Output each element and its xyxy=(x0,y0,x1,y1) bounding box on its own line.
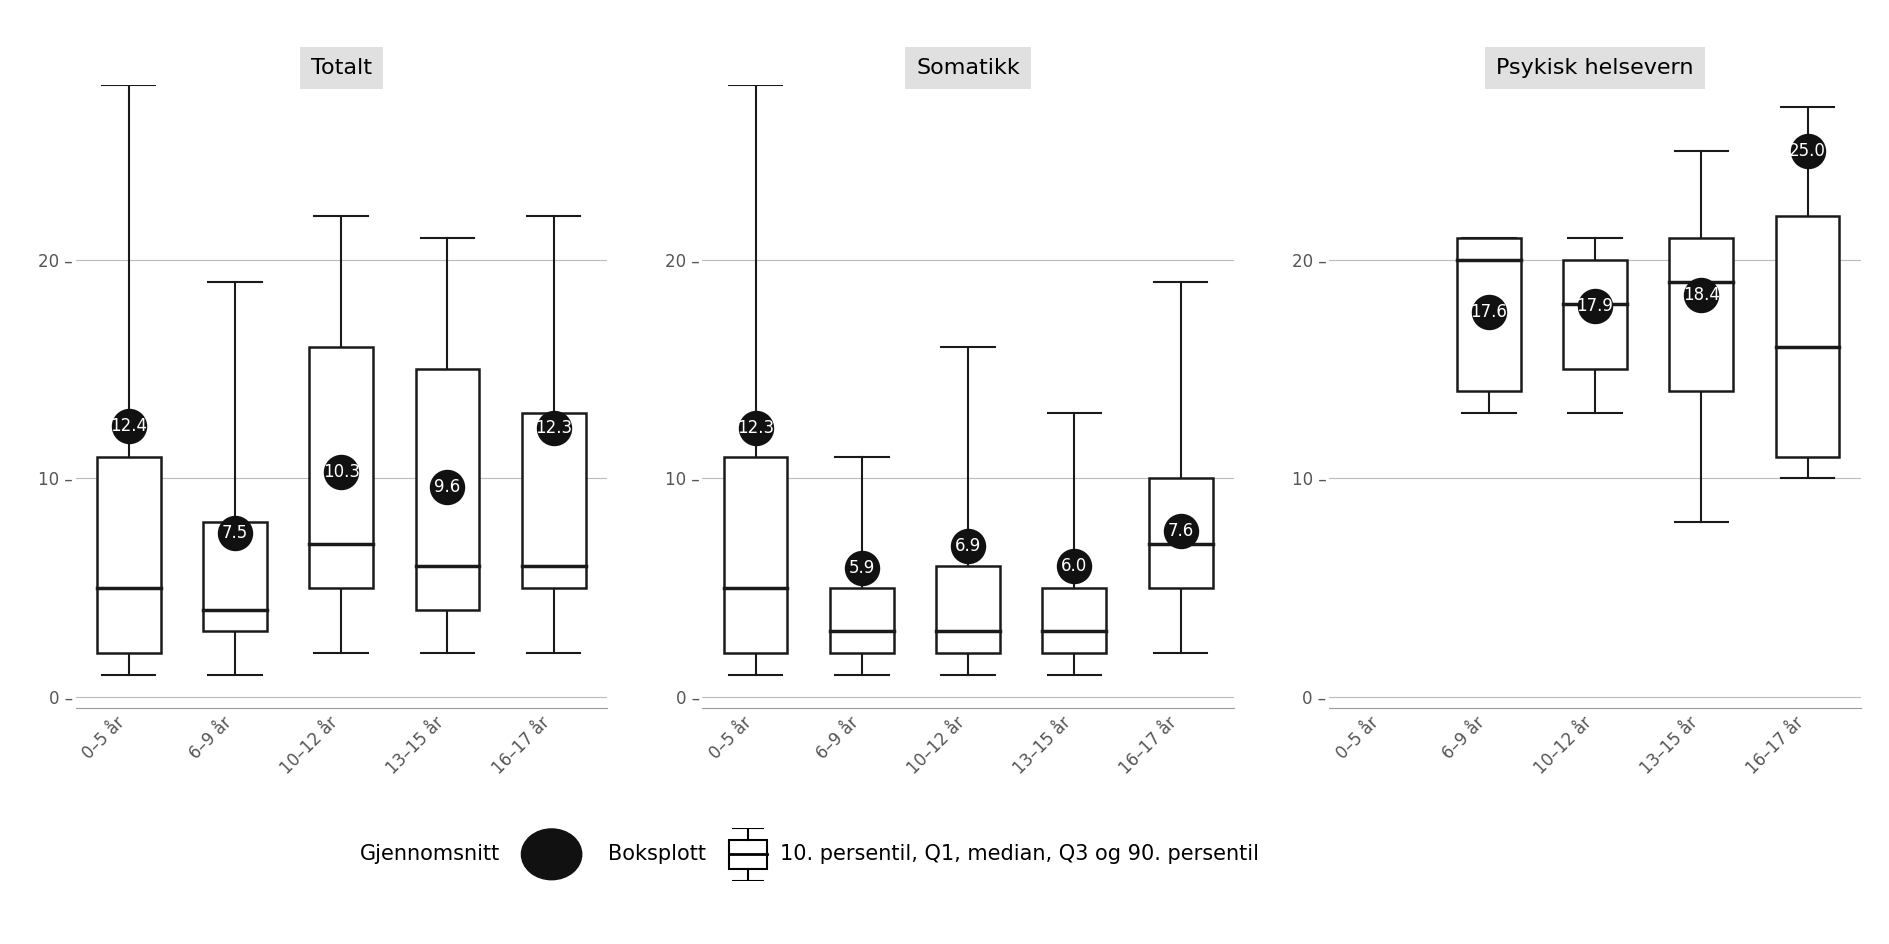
Point xyxy=(1166,523,1196,538)
Point xyxy=(327,464,357,480)
Text: Gjennomsnitt: Gjennomsnitt xyxy=(361,844,501,865)
Point xyxy=(1060,558,1090,573)
Bar xyxy=(521,413,586,588)
Point xyxy=(1473,305,1504,320)
Text: 12.4: 12.4 xyxy=(110,417,147,435)
Bar xyxy=(1149,479,1213,588)
Point xyxy=(1687,287,1717,302)
Text: 17.6: 17.6 xyxy=(1470,303,1507,321)
Bar xyxy=(1043,588,1107,653)
Text: Boksplott: Boksplott xyxy=(608,844,706,865)
Text: 6.0: 6.0 xyxy=(1062,557,1088,575)
Point xyxy=(219,526,249,541)
Bar xyxy=(937,565,999,653)
Bar xyxy=(310,347,374,588)
Text: 10.3: 10.3 xyxy=(323,463,359,480)
Text: 10. persentil, Q1, median, Q3 og 90. persentil: 10. persentil, Q1, median, Q3 og 90. per… xyxy=(780,844,1260,865)
Text: 6.9: 6.9 xyxy=(956,537,980,555)
Point xyxy=(1793,143,1823,158)
Text: 12.3: 12.3 xyxy=(535,419,572,437)
Bar xyxy=(96,457,161,653)
Title: Totalt: Totalt xyxy=(310,58,372,77)
Title: Somatikk: Somatikk xyxy=(916,58,1020,77)
Bar xyxy=(729,839,767,869)
Text: 25.0: 25.0 xyxy=(1789,142,1827,160)
Title: Psykisk helsevern: Psykisk helsevern xyxy=(1496,58,1694,77)
Bar xyxy=(1670,238,1734,391)
Point xyxy=(538,421,569,436)
Text: 17.9: 17.9 xyxy=(1577,296,1613,314)
Bar xyxy=(204,522,266,632)
Bar xyxy=(829,588,893,653)
Circle shape xyxy=(521,829,582,880)
Text: 9.6: 9.6 xyxy=(434,479,461,497)
Bar xyxy=(1456,238,1521,391)
Bar xyxy=(1776,216,1840,457)
Point xyxy=(433,480,463,495)
Point xyxy=(1579,298,1609,313)
Point xyxy=(952,539,982,554)
Text: 7.5: 7.5 xyxy=(221,524,247,542)
Text: 5.9: 5.9 xyxy=(848,559,875,577)
Text: 7.6: 7.6 xyxy=(1167,522,1194,540)
Bar xyxy=(416,369,480,610)
Point xyxy=(846,561,876,576)
Text: 18.4: 18.4 xyxy=(1683,286,1719,304)
Text: 12.3: 12.3 xyxy=(737,419,774,437)
Point xyxy=(740,421,771,436)
Bar xyxy=(723,457,788,653)
Point xyxy=(113,418,144,433)
Bar xyxy=(1564,260,1626,369)
